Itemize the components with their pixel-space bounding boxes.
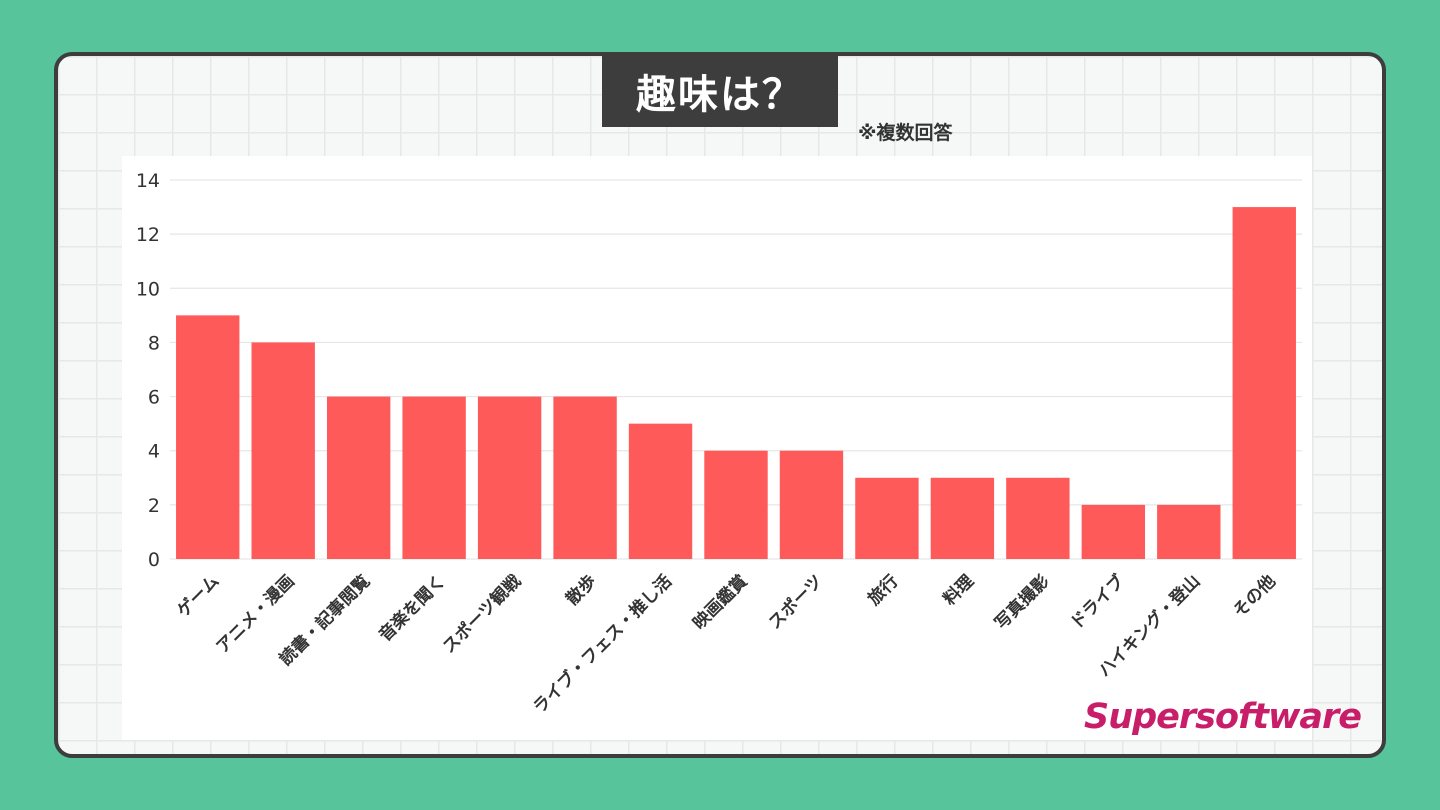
plot-area [122, 156, 1312, 740]
y-tick-label: 8 [148, 332, 160, 354]
bar [176, 315, 240, 559]
y-tick-label: 12 [136, 224, 160, 246]
bar [477, 396, 542, 559]
bar [402, 396, 466, 559]
y-tick-label: 14 [136, 170, 160, 192]
bar [1081, 504, 1146, 559]
x-tick-label: スポーツ [764, 571, 827, 634]
bar [779, 450, 844, 559]
bar [1232, 207, 1296, 560]
x-tick-label: ゲーム [173, 571, 224, 622]
bar [855, 477, 919, 559]
y-tick-label: 2 [148, 495, 160, 517]
x-tick-label: その他 [1229, 571, 1280, 622]
x-tick-label: ドライブ [1066, 571, 1129, 634]
x-tick-label: 散歩 [562, 571, 601, 610]
bar [326, 396, 391, 559]
supersoftware-logo: Supersoftware [1084, 697, 1362, 737]
bar [553, 396, 617, 559]
x-tick-label: ライブ・フェス・推し活 [529, 571, 676, 718]
bar [1157, 504, 1221, 559]
bar [1006, 477, 1070, 559]
x-tick-label: スポーツ観戦 [438, 570, 525, 657]
y-tick-label: 0 [148, 549, 160, 571]
bar [251, 342, 315, 559]
x-tick-label: 映画鑑賞 [689, 571, 752, 634]
chart-title: 趣味は？ [602, 55, 838, 127]
bar [704, 450, 768, 559]
y-tick-label: 6 [148, 387, 160, 409]
x-tick-label: 音楽を聞く [375, 571, 450, 646]
x-tick-label: 料理 [939, 571, 978, 610]
y-tick-label: 4 [148, 441, 160, 463]
y-tick-label: 10 [136, 278, 160, 300]
bar [628, 423, 693, 559]
x-tick-label: 写真撮影 [990, 571, 1053, 634]
multiple-answer-note: ※複数回答 [858, 122, 953, 144]
bar [930, 477, 995, 559]
x-tick-label: 旅行 [864, 571, 903, 610]
